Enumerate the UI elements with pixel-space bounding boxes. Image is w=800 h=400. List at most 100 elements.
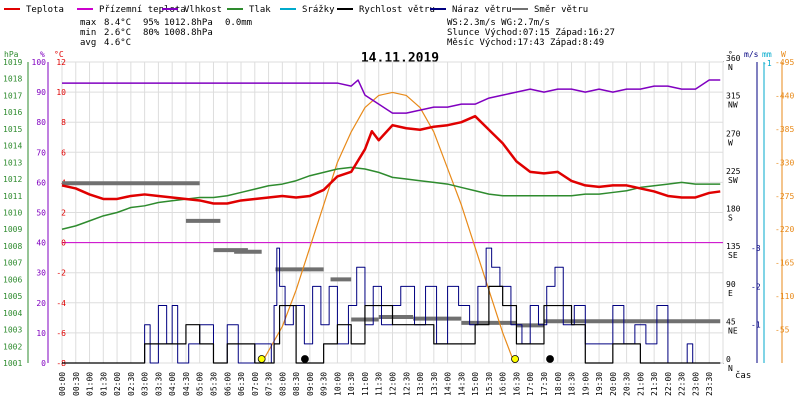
legend-label: Srážky	[302, 5, 335, 15]
celsius-tick: 12	[56, 58, 66, 67]
direction-tick-deg: 0	[726, 355, 731, 364]
percent-tick: 70	[36, 148, 46, 157]
stats-block: max 8.4°C 95% 1012.8hPa 0.0mm min 2.6°C 80% 1008…	[80, 18, 615, 48]
hpa-tick: 1019	[3, 58, 22, 67]
x-tick-label: 00:00	[58, 372, 67, 396]
hpa-tick: 1014	[3, 142, 22, 151]
direction-tick-deg: 135	[726, 242, 741, 251]
solar-tick: -165	[775, 259, 794, 268]
x-tick-label: 07:30	[265, 372, 274, 396]
legend-label: Teplota	[26, 5, 64, 15]
percent-tick: 60	[36, 178, 46, 187]
hpa-tick: 1018	[3, 75, 22, 84]
direction-tick-deg: 225	[726, 167, 741, 176]
x-tick-label: 04:30	[182, 372, 191, 396]
direction-tick-deg: 315	[726, 92, 741, 101]
x-tick-label: 03:00	[141, 372, 150, 396]
rain-tick: -1	[762, 59, 772, 68]
moon-times: Měsíc Východ:17:43 Západ:8:49	[447, 38, 604, 48]
wind-axis-title: m/s	[744, 50, 759, 59]
x-tick-label: 15:30	[485, 372, 494, 396]
percent-tick: 30	[36, 269, 46, 278]
hpa-tick: 1016	[3, 108, 22, 117]
stat-pressure: 1012.8hPa	[164, 18, 213, 28]
wind-speed-line	[62, 285, 721, 364]
celsius-tick: 2	[61, 209, 66, 218]
solar-tick: -275	[775, 192, 794, 201]
x-tick-label: 13:00	[416, 372, 425, 396]
stat-humidity: 95%	[143, 18, 160, 28]
legend-label: Přízemní teplota	[99, 5, 186, 15]
hpa-tick: 1006	[3, 275, 22, 284]
stat-rain: 0.0mm	[225, 18, 252, 28]
percent-tick: 80	[36, 118, 46, 127]
hpa-tick: 1007	[3, 259, 22, 268]
legend-label: Rychlost větru	[359, 5, 435, 15]
hpa-tick: 1002	[3, 342, 22, 351]
x-tick-label: 23:00	[691, 372, 700, 396]
x-tick-label: 17:30	[540, 372, 549, 396]
hpa-tick: 1005	[3, 292, 22, 301]
x-tick-label: 22:30	[678, 372, 687, 396]
celsius-tick: 8	[61, 118, 66, 127]
x-tick-label: 02:30	[127, 372, 136, 396]
celsius-tick: -6	[56, 329, 66, 338]
legend-label: Směr větru	[534, 5, 588, 15]
stat-temp: 2.6°C	[104, 28, 131, 38]
percent-tick: 100	[32, 58, 47, 67]
solar-tick: -495	[775, 58, 794, 67]
x-tick-label: 04:00	[168, 372, 177, 396]
hpa-tick: 1012	[3, 175, 22, 184]
direction-tick-label: N	[728, 364, 733, 373]
x-tick-label: 18:00	[554, 372, 563, 396]
x-tick-label: 09:00	[306, 372, 315, 396]
celsius-tick: 6	[61, 148, 66, 157]
x-tick-label: 21:00	[636, 372, 645, 396]
humidity-line	[62, 79, 721, 114]
x-tick-label: 22:00	[664, 372, 673, 396]
x-tick-label: 05:30	[209, 372, 218, 396]
x-tick-label: 07:00	[251, 372, 260, 396]
x-tick-label: 06:00	[223, 372, 232, 396]
celsius-tick: -2	[56, 269, 66, 278]
x-tick-label: 16:30	[512, 372, 521, 396]
x-tick-label: 00:30	[72, 372, 81, 396]
x-tick-label: 13:30	[430, 372, 439, 396]
direction-tick-label: S	[728, 214, 733, 223]
wind-tick: -2	[751, 282, 761, 291]
hpa-tick: 1011	[3, 192, 22, 201]
grid	[61, 61, 724, 364]
celsius-tick: -4	[56, 299, 66, 308]
legend-label: Náraz větru	[452, 5, 512, 15]
moon-marker	[301, 355, 309, 363]
x-tick-label: 10:00	[333, 372, 342, 396]
stat-name: max	[80, 18, 97, 28]
direction-tick-label: W	[728, 138, 733, 147]
direction-tick-label: N	[728, 63, 733, 72]
direction-tick-label: E	[728, 289, 733, 298]
wind-tick: -3	[751, 244, 761, 253]
x-tick-label: 12:30	[402, 372, 411, 396]
celsius-tick: -8	[56, 359, 66, 368]
solar-tick: -55	[775, 326, 790, 335]
percent-axis-title: %	[40, 50, 45, 59]
hpa-tick: 1004	[3, 309, 22, 318]
stat-pressure: 1008.8hPa	[164, 28, 213, 38]
x-tick-label: 12:00	[389, 372, 398, 396]
x-tick-label: 20:00	[609, 372, 618, 396]
legend-label: Tlak	[249, 5, 271, 15]
x-tick-label: 03:30	[154, 372, 163, 396]
x-tick-label: 02:00	[113, 372, 122, 396]
stat-temp: 8.4°C	[104, 18, 131, 28]
stat-name: avg	[80, 38, 96, 48]
direction-tick-deg: 90	[726, 280, 736, 289]
x-tick-label: 20:30	[623, 372, 632, 396]
solar-tick: -385	[775, 125, 794, 134]
solar-tick: -220	[775, 225, 794, 234]
solar-tick: -110	[775, 292, 794, 301]
celsius-tick: 0	[61, 239, 66, 248]
legend-label: Vlhkost	[184, 5, 222, 15]
percent-tick: 10	[36, 329, 46, 338]
